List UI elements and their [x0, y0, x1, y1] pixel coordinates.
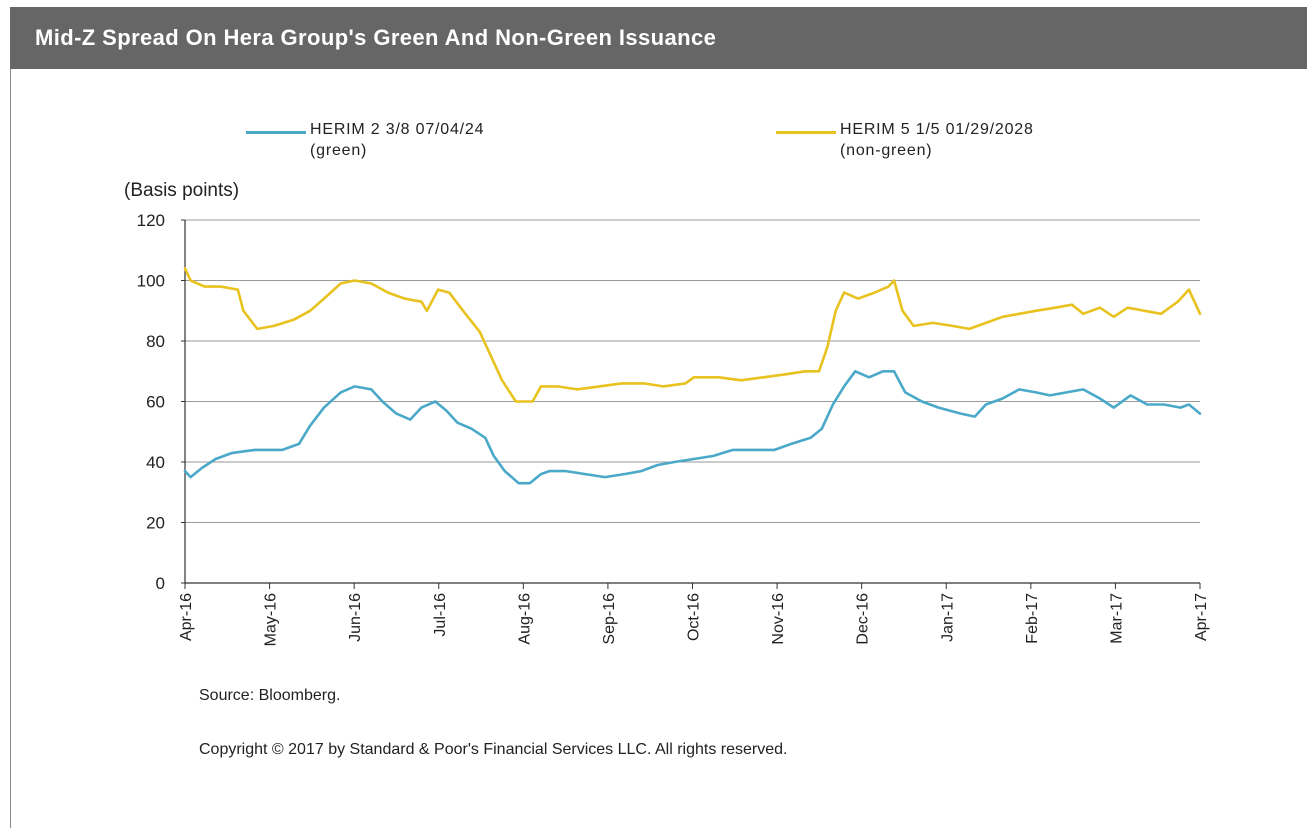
x-tick-label: Feb-17	[1024, 593, 1041, 644]
grid-lines	[185, 219, 1200, 523]
y-tick-label: 20	[146, 514, 165, 533]
left-border	[10, 69, 11, 828]
series-lines	[183, 267, 1202, 485]
y-tick-label: 80	[146, 332, 165, 351]
x-tick-label: Jan-17	[939, 593, 956, 642]
x-tick-label: Apr-17	[1193, 593, 1210, 641]
legend-label-green-type: (green)	[310, 142, 368, 159]
series-line-green	[183, 369, 1202, 485]
series-line-nongreen	[183, 267, 1202, 403]
y-axis-unit-label: (Basis points)	[124, 180, 240, 201]
x-tick-label: Oct-16	[686, 593, 703, 641]
y-tick-label: 120	[137, 211, 165, 230]
y-tick-label: 40	[146, 453, 165, 472]
y-tick-label: 60	[146, 393, 165, 412]
legend-label-nongreen-name: HERIM 5 1/5 01/29/2028	[840, 121, 1034, 138]
x-tick-label: Jul-16	[432, 593, 449, 637]
x-tick-label: Sep-16	[601, 593, 618, 645]
x-tick-label: Nov-16	[770, 593, 787, 645]
title-bar: Mid-Z Spread On Hera Group's Green And N…	[10, 7, 1307, 69]
copyright-note: Copyright © 2017 by Standard & Poor's Fi…	[199, 741, 788, 758]
source-note: Source: Bloomberg.	[199, 687, 341, 704]
y-tick-label: 0	[156, 574, 165, 593]
y-tick-label: 100	[137, 272, 165, 291]
x-tick-label: Jun-16	[347, 593, 364, 642]
x-tick-label: Dec-16	[855, 593, 872, 645]
x-tick-label: Aug-16	[516, 593, 533, 645]
legend-swatch-green	[246, 131, 306, 134]
legend-label-nongreen-type: (non-green)	[840, 142, 933, 159]
chart-title: Mid-Z Spread On Hera Group's Green And N…	[35, 25, 717, 50]
legend-swatch-nongreen	[776, 131, 836, 134]
x-tick-label: Mar-17	[1108, 593, 1125, 644]
x-tick-label: Apr-16	[178, 593, 195, 641]
x-tick-label: May-16	[263, 593, 280, 646]
axes: 0 20 40 60 80 100 120 Apr-16 May-16 Jun-16 Jul-16 A…	[137, 211, 1210, 646]
legend-label-green-name: HERIM 2 3/8 07/04/24	[310, 121, 485, 138]
